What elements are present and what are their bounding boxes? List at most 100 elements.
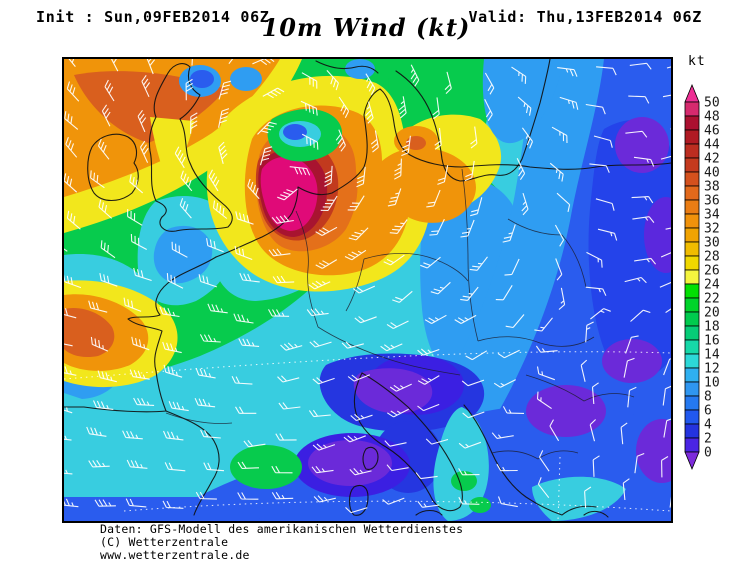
wind-barb — [392, 290, 413, 303]
wind-barb — [580, 359, 588, 382]
wind-barb — [662, 385, 671, 406]
wind-barb — [212, 200, 228, 219]
wind-barb — [660, 252, 671, 258]
wind-barb — [129, 174, 144, 194]
wind-barb — [133, 397, 155, 406]
wind-barb — [98, 199, 113, 219]
wind-barb — [289, 166, 311, 176]
wind-barb — [592, 455, 600, 477]
wind-barb — [64, 343, 73, 347]
legend-tick-label: 0 — [704, 446, 712, 461]
wind-barb — [597, 228, 618, 241]
legend-tick-label: 30 — [704, 236, 720, 251]
wind-barb — [300, 100, 318, 116]
wind-barb — [199, 334, 221, 343]
legend-color-box — [684, 185, 700, 201]
legend-arrow-bottom — [684, 451, 700, 471]
wind-barb — [203, 462, 225, 472]
wind-barb — [162, 500, 184, 509]
wind-barb — [495, 285, 513, 301]
wind-barb — [272, 275, 295, 284]
wind-barb — [460, 286, 479, 301]
wind-barb — [280, 342, 303, 351]
wind-barb — [309, 340, 332, 348]
wind-barb — [420, 256, 441, 269]
wind-barb — [590, 308, 611, 320]
wind-barb — [595, 198, 615, 211]
wind-barb — [585, 103, 606, 115]
region-blue-norway-coast — [345, 59, 375, 79]
region-yellow-england-wedge — [150, 117, 194, 181]
wind-barb — [97, 370, 117, 383]
wind-barb — [585, 286, 607, 296]
wind-barb — [502, 224, 516, 243]
wind-barb — [125, 498, 147, 508]
wind-barb — [94, 499, 116, 507]
country-border-2 — [317, 326, 461, 376]
legend-color-box — [684, 325, 700, 341]
footer-credits: Daten: GFS-Modell des amerikanischen Wet… — [100, 523, 463, 562]
wind-barb — [662, 94, 671, 98]
wind-barb — [179, 198, 192, 219]
region-darkorange-denmark — [406, 136, 426, 150]
legend-tick-label: 40 — [704, 166, 720, 181]
wind-barb — [596, 66, 617, 76]
wind-barb — [129, 369, 150, 380]
region-green-ne-spain — [230, 445, 302, 489]
wind-barb — [430, 281, 451, 295]
wind-barb — [556, 192, 571, 213]
wind-barb — [625, 335, 639, 354]
legend-tick-label: 36 — [704, 194, 720, 209]
graticule-line-1 — [64, 351, 671, 380]
wind-barb — [218, 80, 232, 100]
wind-barb — [665, 308, 671, 314]
wind-barb — [64, 173, 78, 193]
wind-barb — [278, 402, 301, 410]
legend-color-box — [684, 311, 700, 327]
wind-barb — [218, 108, 230, 128]
wind-barb — [460, 219, 475, 238]
wind-barb — [627, 386, 637, 408]
wind-barb — [584, 486, 592, 509]
wind-barb — [625, 130, 648, 138]
region-green-ionian-2 — [469, 497, 491, 513]
wind-barb — [234, 245, 253, 261]
region-purple-tyrrhenian — [308, 440, 392, 486]
wind-barb — [632, 216, 655, 223]
wind-barb — [174, 146, 186, 169]
wind-barb — [168, 400, 189, 412]
legend-tick-label: 32 — [704, 222, 720, 237]
country-border-3 — [461, 168, 479, 342]
coastline-8 — [353, 372, 463, 512]
wind-barb — [669, 496, 671, 508]
wind-barb — [90, 336, 109, 352]
wind-barb-layer — [64, 59, 671, 514]
wind-barb — [237, 492, 259, 500]
wind-barb — [558, 287, 566, 310]
wind-barb — [462, 411, 485, 419]
legend-tick-label: 50 — [704, 96, 720, 111]
wind-barb — [345, 507, 368, 514]
wind-barb — [185, 78, 193, 101]
wind-barb — [235, 211, 254, 225]
wind-barb — [464, 160, 475, 182]
wind-barb — [271, 215, 294, 224]
legend-arrow-top — [684, 83, 700, 103]
wind-barb — [660, 155, 671, 160]
region-orange-denmark-2 — [416, 158, 448, 180]
wind-barb — [311, 465, 334, 474]
wind-barb — [159, 306, 180, 318]
map-svg — [64, 59, 671, 521]
legend-color-box — [684, 381, 700, 397]
wind-barb — [243, 440, 266, 448]
wind-barb — [64, 111, 79, 130]
wind-barb — [237, 461, 260, 469]
wind-barb — [268, 309, 290, 317]
wind-barb — [521, 192, 529, 216]
wind-barb — [257, 121, 277, 135]
wind-barb — [235, 406, 257, 414]
wind-barb — [64, 308, 77, 319]
wind-barb — [164, 462, 186, 472]
wind-barb — [207, 303, 228, 314]
wind-barb — [301, 133, 319, 150]
